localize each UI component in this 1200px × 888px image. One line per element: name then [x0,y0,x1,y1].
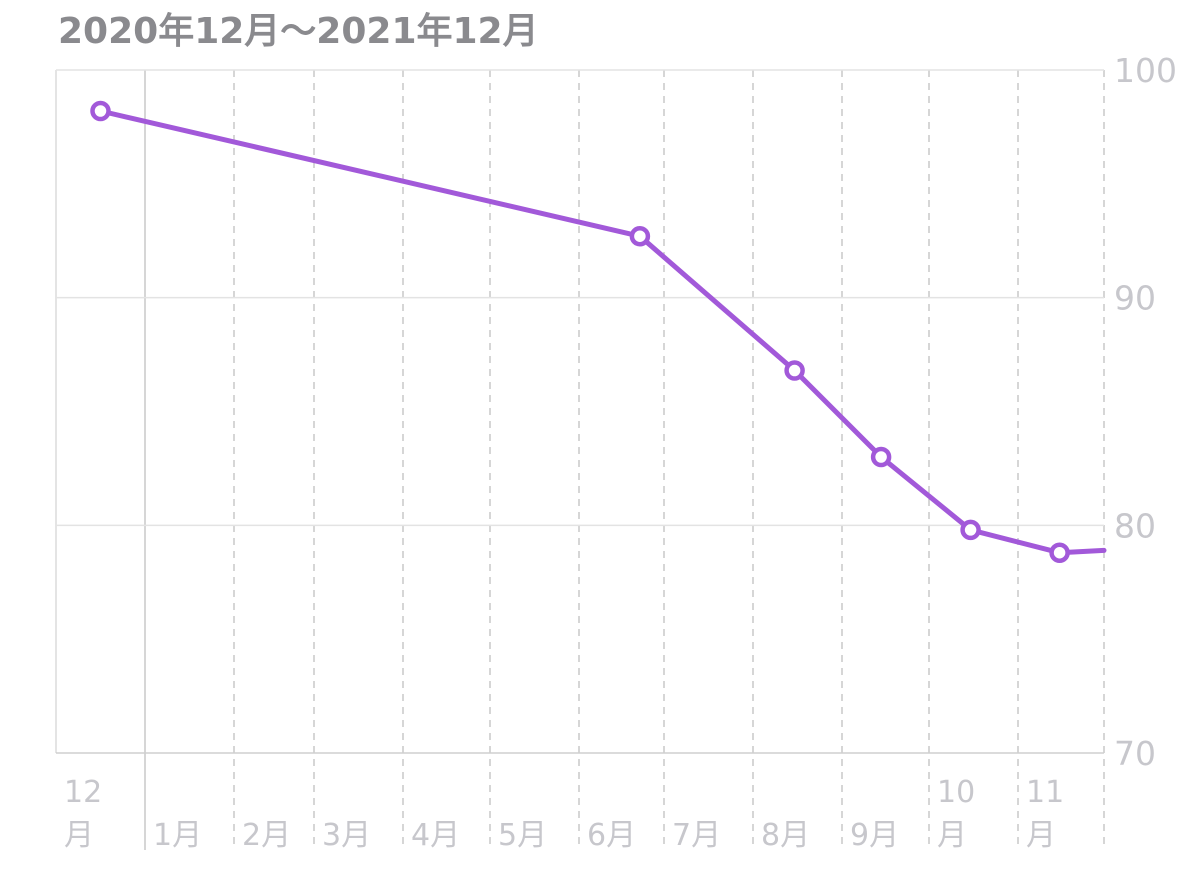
x-tick-label: 月 [937,818,967,853]
y-tick-label: 100 [1114,51,1177,90]
x-axis-ticks: 12 月 1月 2月 3月 4月 5月 6月 7月 8月 9月 10 月 11 月 [64,775,1064,853]
series-layer [90,100,1107,563]
x-tick-label: 8月 [761,818,810,853]
x-tick-label: 1月 [153,818,202,853]
x-tick-label: 10 [937,775,975,810]
y-axis-ticks: 70 80 90 100 [1114,51,1177,773]
x-tick-label: 5月 [498,818,547,853]
vertical-gridlines [55,70,1105,850]
data-point[interactable] [784,360,805,381]
data-point[interactable] [1049,542,1070,563]
x-tick-label: 11 [1026,775,1064,810]
y-tick-label: 70 [1114,734,1156,773]
x-tick-label: 3月 [322,818,371,853]
data-point[interactable] [960,519,981,541]
x-tick-label: 7月 [672,818,721,853]
y-tick-label: 80 [1114,506,1156,545]
x-tick-label: 4月 [411,818,460,853]
data-point[interactable] [629,225,651,247]
x-tick-label: 6月 [587,818,636,853]
x-tick-label: 月 [64,818,94,853]
horizontal-gridlines [56,69,1104,754]
x-tick-label: 9月 [850,818,899,853]
series-line [98,108,1107,556]
x-tick-label: 12 [64,775,102,810]
data-point[interactable] [90,100,111,122]
y-tick-label: 90 [1114,279,1156,318]
x-tick-label: 2月 [242,818,291,853]
chart-title: 2020年12月〜2021年12月 [58,11,539,52]
x-tick-label: 月 [1026,818,1056,853]
data-point[interactable] [870,446,892,468]
